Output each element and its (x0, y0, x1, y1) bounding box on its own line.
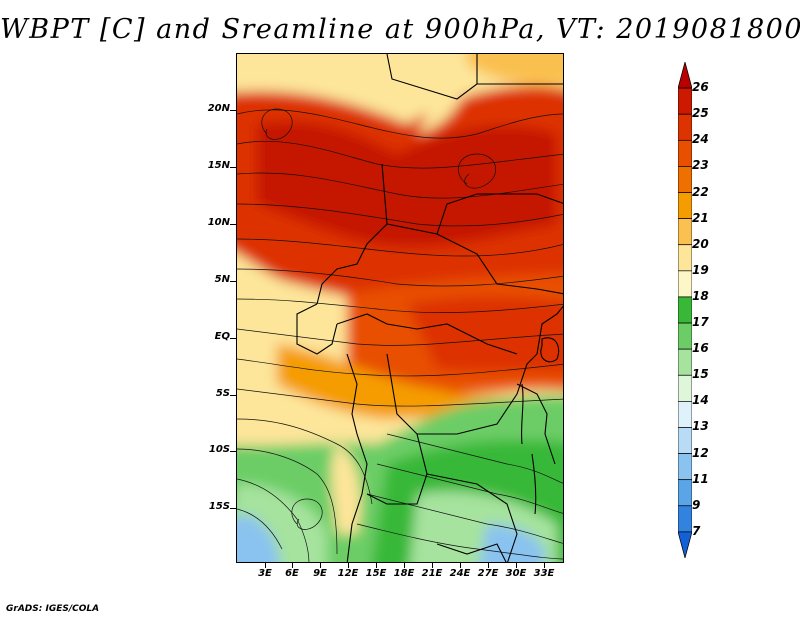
colorbar-cell (678, 427, 692, 454)
colorbar-label: 20 (692, 236, 709, 251)
colorbar-label: 19 (692, 262, 709, 277)
colorbar-label: 23 (692, 158, 709, 173)
map-field (237, 54, 563, 562)
wbpt-shading (237, 54, 563, 562)
lat-label-15s: 15S (208, 501, 230, 512)
lon-label-15e: 15E (365, 568, 387, 579)
lon-label-21e: 21E (421, 568, 443, 579)
colorbar (678, 62, 692, 558)
lat-label-15n: 15N (207, 160, 230, 171)
lat-tick (230, 451, 236, 452)
colorbar-cell (678, 505, 692, 533)
colorbar-label: 12 (692, 445, 709, 460)
lon-label-27e: 27E (477, 568, 499, 579)
lat-tick (230, 508, 236, 509)
colorbar-label: 17 (692, 315, 709, 330)
colorbar-cell (678, 322, 692, 350)
colorbar-cell (678, 139, 692, 167)
lat-label-10n: 10N (207, 217, 230, 228)
lon-label-12e: 12E (337, 568, 359, 579)
colorbar-label: 14 (692, 393, 709, 408)
lon-label-30e: 30E (505, 568, 527, 579)
map-panel (236, 53, 564, 563)
lon-label-24e: 24E (449, 568, 471, 579)
lat-label-5n: 5N (214, 274, 230, 285)
lon-tick (265, 563, 266, 568)
colorbar-label: 7 (692, 523, 701, 538)
lat-label-eq: EQ (214, 331, 230, 342)
colorbar-cell (678, 166, 692, 193)
colorbar-cell (678, 531, 692, 558)
lon-label-6e: 6E (285, 568, 299, 579)
colorbar-cells (678, 62, 692, 558)
lon-tick (292, 563, 293, 568)
colorbar-cell (678, 62, 692, 89)
lon-tick (516, 563, 517, 568)
colorbar-label: 11 (692, 471, 709, 486)
colorbar-cell (678, 270, 692, 298)
colorbar-cell (678, 218, 692, 246)
lon-tick (544, 563, 545, 568)
lat-label-5s: 5S (215, 388, 230, 399)
colorbar-label: 25 (692, 106, 709, 121)
colorbar-cell (678, 244, 692, 272)
lat-tick (230, 338, 236, 339)
colorbar-cell (678, 192, 692, 219)
lon-tick (432, 563, 433, 568)
lon-tick (460, 563, 461, 568)
country-boundaries (296, 54, 563, 562)
colorbar-label: 21 (692, 210, 709, 225)
colorbar-cell (678, 113, 692, 141)
lat-tick (230, 281, 236, 282)
lon-label-33e: 33E (533, 568, 555, 579)
lat-label-20n: 20N (207, 103, 230, 114)
colorbar-cell (678, 348, 692, 376)
colorbar-label: 9 (692, 497, 701, 512)
lat-tick (230, 395, 236, 396)
lat-tick (230, 110, 236, 111)
footer-credit: GrADS: IGES/COLA (6, 604, 100, 614)
lon-label-3e: 3E (258, 568, 272, 579)
colorbar-cell (678, 87, 692, 115)
lakes (520, 337, 560, 515)
colorbar-cell (678, 401, 692, 428)
colorbar-label: 15 (692, 367, 709, 382)
lat-tick (230, 224, 236, 225)
lon-tick (320, 563, 321, 568)
colorbar-cell (678, 374, 692, 402)
colorbar-label: 18 (692, 288, 709, 303)
lat-label-10s: 10S (208, 444, 230, 455)
colorbar-cell (678, 479, 692, 507)
lon-label-9e: 9E (313, 568, 327, 579)
chart-title: WBPT [C] and Sreamline at 900hPa, VT: 20… (0, 14, 800, 45)
colorbar-cell (678, 296, 692, 324)
colorbar-label: 22 (692, 184, 709, 199)
lon-tick (404, 563, 405, 568)
lon-tick (488, 563, 489, 568)
colorbar-label: 16 (692, 341, 709, 356)
lon-label-18e: 18E (393, 568, 415, 579)
colorbar-label: 24 (692, 132, 709, 147)
lat-tick (230, 167, 236, 168)
lon-tick (376, 563, 377, 568)
colorbar-label: 13 (692, 419, 709, 434)
lon-tick (348, 563, 349, 568)
colorbar-cell (678, 453, 692, 481)
colorbar-label: 26 (692, 80, 709, 95)
